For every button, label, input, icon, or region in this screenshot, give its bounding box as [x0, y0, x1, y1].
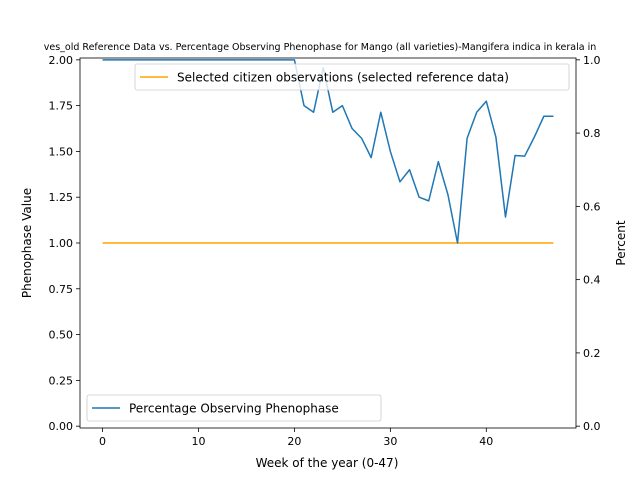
y-right-tick-label: 0.4 [583, 274, 601, 287]
y-left-tick-label: 1.00 [49, 237, 74, 250]
y-left-tick-label: 2.00 [49, 54, 74, 67]
x-axis-label: Week of the year (0-47) [256, 456, 399, 470]
x-tick-label: 40 [479, 435, 493, 448]
y-axis-right-label: Percent [614, 220, 628, 265]
legend-box [134, 63, 570, 91]
y-right-tick-label: 0.2 [583, 347, 601, 360]
y-left-tick-label: 0.50 [49, 329, 74, 342]
y-right-tick-label: 0.0 [583, 420, 601, 433]
legend-label-percentage: Percentage Observing Phenophase [129, 402, 339, 416]
y-left-tick-label: 1.50 [49, 145, 74, 158]
legend-lower-left: Percentage Observing Phenophase [86, 394, 382, 422]
chart-title: ves_old Reference Data vs. Percentage Ob… [44, 42, 597, 53]
x-tick-label: 30 [383, 435, 397, 448]
y-left-tick-label: 1.75 [49, 100, 74, 113]
y-right-tick-label: 0.6 [583, 200, 601, 213]
legend-box [86, 394, 382, 422]
legend-upper-right: Selected citizen observations (selected … [134, 63, 570, 91]
y-left-tick-label: 1.25 [49, 191, 74, 204]
y-right-tick-label: 0.8 [583, 127, 601, 140]
x-tick-label: 0 [99, 435, 106, 448]
legend-label-selected-observations: Selected citizen observations (selected … [177, 71, 509, 85]
y-left-tick-label: 0.75 [49, 283, 74, 296]
x-tick-label: 20 [287, 435, 301, 448]
y-left-tick-label: 0.25 [49, 374, 74, 387]
y-axis-left-label: Phenophase Value [20, 188, 34, 298]
y-right-tick-label: 1.0 [583, 54, 601, 67]
x-tick-label: 10 [191, 435, 205, 448]
y-left-tick-label: 0.00 [49, 420, 74, 433]
